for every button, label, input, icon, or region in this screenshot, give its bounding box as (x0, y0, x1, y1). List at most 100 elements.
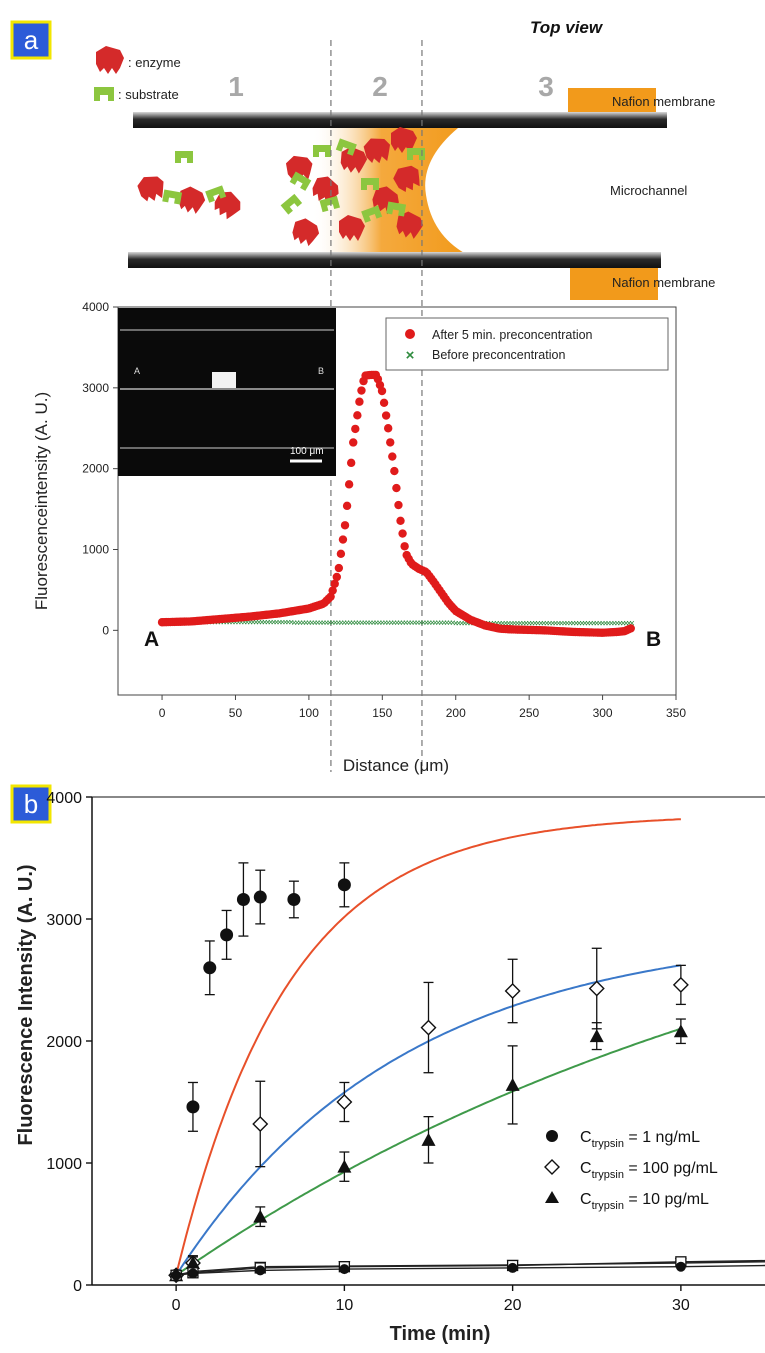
chart-b-xtick-label: 20 (504, 1297, 522, 1314)
point-control-circle (339, 1264, 350, 1275)
before-preconc-point: × (538, 618, 544, 629)
before-preconc-point: × (409, 618, 415, 629)
before-preconc-point: × (282, 618, 288, 629)
inset-micrograph: A B 100 μm (118, 308, 336, 476)
chart-a-xtick-label: 350 (666, 706, 686, 720)
enzyme-molecule (214, 191, 241, 220)
before-preconc-point: × (300, 618, 306, 629)
chart-b-xtick-label: 10 (335, 1297, 353, 1314)
after-preconc-point (390, 466, 399, 476)
before-preconc-point: × (517, 618, 523, 629)
before-preconc-point: × (227, 617, 233, 628)
before-preconc-point: × (429, 618, 435, 629)
after-preconc-point (340, 521, 350, 530)
before-preconc-point: × (620, 619, 626, 630)
point-control-circle (171, 1270, 182, 1281)
before-preconc-point: × (347, 618, 353, 629)
legend-1ng-rest: = 1 ng/mL (624, 1129, 700, 1146)
endpoint-b-label: B (646, 628, 661, 651)
after-preconc-point (330, 579, 339, 588)
chart-b-ytick-label: 1000 (46, 1156, 82, 1173)
channel-wall-top (133, 112, 667, 128)
legend-1ng-marker (546, 1130, 558, 1142)
point-100pg (252, 1115, 269, 1132)
before-preconc-point: × (423, 618, 429, 629)
before-preconc-point: × (382, 618, 388, 629)
before-preconc-point: × (394, 618, 400, 629)
before-preconc-point: × (262, 618, 268, 629)
before-preconc-point: × (529, 618, 535, 629)
chart-a-xtick-label: 250 (519, 706, 539, 720)
before-preconc-point: × (597, 618, 603, 629)
chart-a-marks: ××××××××××××××××××××××××××××××××××××××××… (157, 370, 635, 637)
substrate-molecule (361, 178, 379, 190)
after-preconc-point (353, 411, 362, 420)
point-control-circle (507, 1262, 518, 1273)
legend-10pg-marker (545, 1191, 559, 1203)
point-control-circle (255, 1265, 266, 1276)
enzyme-molecule (391, 127, 417, 153)
legend-100pg-label: Ctrypsin = 100 pg/mL (580, 1160, 718, 1181)
before-preconc-point: × (523, 618, 529, 629)
point-10pg (505, 1077, 520, 1091)
after-preconc-point (349, 438, 358, 447)
chart-a-ytick-label: 3000 (82, 381, 109, 395)
after-preconc-point (388, 452, 397, 461)
after-preconc-point (398, 529, 407, 538)
before-preconc-point: × (324, 618, 330, 629)
point-1ng (236, 892, 250, 906)
chart-a: 0 50 100 150 200 250 300 350 0 1000 2000 3000 4000 ×… (32, 40, 686, 775)
before-preconc-point: × (321, 618, 327, 629)
substrate-molecule (407, 148, 425, 160)
before-preconc-point: × (341, 618, 347, 629)
after-preconc-point (381, 411, 391, 420)
before-preconc-point: × (391, 618, 397, 629)
before-preconc-point: × (611, 618, 617, 629)
legend-1ng-label: Ctrypsin = 1 ng/mL (580, 1129, 700, 1150)
point-1ng (203, 961, 217, 975)
panel-a-label-box (10, 20, 52, 60)
substrate-legend-icon (94, 87, 114, 101)
before-preconc-point: × (365, 618, 371, 629)
before-preconc-point: × (617, 618, 623, 629)
before-preconc-point: × (250, 618, 256, 629)
panel-a-label: a (24, 25, 39, 55)
chart-b-axes: 0 1000 2000 3000 4000 0 10 20 30 (46, 790, 765, 1314)
before-preconc-point: × (514, 618, 520, 629)
legend-10pg-sub: trypsin (592, 1200, 624, 1212)
point-10pg (673, 1024, 688, 1038)
before-preconc-point: × (608, 618, 614, 629)
before-preconc-point: × (421, 618, 427, 629)
before-preconc-point: × (541, 618, 547, 629)
before-preconc-point: × (403, 618, 409, 629)
after-preconc-point (392, 483, 401, 493)
zone-2-label: 2 (372, 71, 388, 102)
after-preconc-point (357, 386, 366, 395)
point-10pg (421, 1132, 436, 1146)
before-preconc-point: × (497, 618, 503, 629)
before-preconc-point: × (376, 618, 382, 629)
enzyme-molecule (339, 215, 365, 241)
inset-point-a: A (134, 366, 140, 376)
before-preconc-point: × (306, 618, 312, 629)
before-preconc-point: × (294, 618, 300, 629)
before-preconc-point: × (241, 617, 247, 628)
enzyme-molecule (396, 211, 424, 239)
before-preconc-point: × (253, 618, 259, 629)
before-preconc-point: × (450, 618, 456, 629)
legend-10pg-main: C (580, 1191, 592, 1208)
before-preconc-point: × (567, 618, 573, 629)
chart-a-xtick-label: 200 (446, 706, 466, 720)
before-preconc-point: × (520, 618, 526, 629)
before-preconc-point: × (603, 618, 609, 629)
before-preconc-point: × (564, 618, 570, 629)
before-preconc-point: × (312, 618, 318, 629)
enzyme-molecule (363, 138, 391, 164)
chart-a-xtick-label: 50 (229, 706, 243, 720)
before-preconc-point: × (353, 618, 359, 629)
legend-100pg-marker (544, 1159, 560, 1175)
before-preconc-point: × (277, 618, 283, 629)
before-preconc-point: × (332, 618, 338, 629)
after-preconc-point (334, 563, 344, 573)
